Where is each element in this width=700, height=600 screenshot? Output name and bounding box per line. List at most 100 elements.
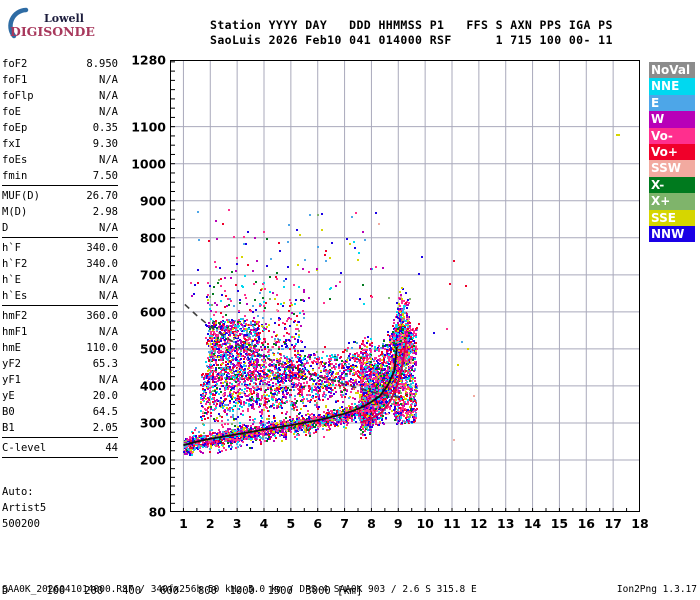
legend-item-ssw[interactable]: SSW: [649, 160, 695, 177]
param-key: hmF1: [2, 326, 28, 338]
muf-distance-table: D 100 200 400 600 800 1000 1500 3000 [km…: [2, 556, 700, 600]
autoscaling-info: Auto: Artist5 500200: [2, 484, 46, 532]
legend-item-e[interactable]: E: [649, 94, 695, 112]
header-line-2: SaoLuis 2026 Feb10 041 014000 RSF 1 715 …: [210, 33, 613, 47]
param-group-divider: [2, 185, 118, 186]
legend-item-vo-[interactable]: Vo+: [649, 143, 695, 161]
ionogram-plot-area[interactable]: [170, 60, 640, 512]
param-value: N/A: [99, 90, 118, 102]
param-row-ye: yE 20.0: [2, 388, 118, 404]
auto-artist: Artist5: [2, 502, 47, 514]
param-value: 44: [105, 442, 118, 454]
param-value: N/A: [99, 106, 118, 118]
param-key: B1: [2, 422, 15, 434]
legend-item-w[interactable]: W: [649, 111, 695, 128]
param-key: foF1: [2, 74, 28, 86]
y-tick-600: 600: [139, 304, 166, 320]
param-value: N/A: [99, 274, 118, 286]
param-row-foe: foE N/A: [2, 104, 118, 120]
header-line-1: Station YYYY DAY DDD HHMMSS P1 FFS S AXN…: [210, 18, 613, 32]
legend-item-nne[interactable]: NNE: [649, 78, 695, 95]
y-tick-300: 300: [139, 415, 166, 431]
param-key: M(D): [2, 206, 28, 218]
param-row-fof1: foF1 N/A: [2, 72, 118, 88]
param-group-divider: [2, 305, 118, 306]
param-value: 26.70: [86, 190, 118, 202]
param-value: 110.0: [86, 342, 118, 354]
ordinary-trace-solid: [183, 346, 398, 447]
y-tick-800: 800: [139, 230, 166, 246]
logo-graphic: Lowell DIGISONDE: [8, 7, 95, 39]
param-key: h`F2: [2, 258, 28, 270]
auto-label: Auto:: [2, 486, 34, 498]
x-tick-15: 15: [550, 516, 569, 531]
param-row-hmf1: hmF1 N/A: [2, 324, 118, 340]
x-tick-7: 7: [340, 516, 349, 531]
param-value: 9.30: [92, 138, 118, 150]
param-row-fof2: foF2 8.950: [2, 56, 118, 72]
x-tick-11: 11: [443, 516, 461, 531]
param-row-foep: foEp 0.35: [2, 120, 118, 136]
plot-frame: [170, 60, 640, 512]
param-key: yE: [2, 390, 15, 402]
station-header: Station YYYY DAY DDD HHMMSS P1 FFS S AXN…: [210, 18, 613, 48]
param-row-d: D N/A: [2, 220, 118, 236]
x-tick-2: 2: [205, 516, 215, 531]
param-row-b0: B0 64.5: [2, 404, 118, 420]
param-value: 7.50: [92, 170, 118, 182]
x-tick-13: 13: [497, 516, 515, 531]
param-key: fxI: [2, 138, 21, 150]
param-row-yf2: yF2 65.3: [2, 356, 118, 372]
param-row-fmin: fmin 7.50: [2, 168, 118, 184]
x-tick-3: 3: [232, 516, 242, 531]
y-tick-500: 500: [139, 341, 166, 357]
x-tick-17: 17: [604, 516, 622, 531]
param-row-h-e: h`E N/A: [2, 272, 118, 288]
param-key: D: [2, 222, 9, 234]
param-key: MUF(D): [2, 190, 40, 202]
param-value: 8.950: [86, 58, 118, 70]
y-tick-1280: 1280: [131, 52, 166, 68]
param-value: 2.98: [92, 206, 118, 218]
y-tick-200: 200: [139, 452, 166, 468]
param-key: h`Es: [2, 290, 28, 302]
renderer-version: Ion2Png 1.3.17: [616, 584, 697, 595]
x-tick-5: 5: [286, 516, 296, 531]
param-row-h-f2: h`F2 340.0: [2, 256, 118, 272]
param-row-hme: hmE 110.0: [2, 340, 118, 356]
legend-item-x-[interactable]: X+: [649, 193, 695, 210]
x-tick-1: 1: [179, 516, 188, 531]
param-row-b1: B1 2.05: [2, 420, 118, 436]
param-key: foEs: [2, 154, 28, 166]
param-row-fxi: fxI 9.30: [2, 136, 118, 152]
ionogram-canvas[interactable]: [170, 60, 640, 512]
legend-item-vo-[interactable]: Vo-: [649, 127, 695, 144]
param-value: 0.35: [92, 122, 118, 134]
svg-text:Lowell: Lowell: [44, 12, 84, 25]
param-key: foFlp: [2, 90, 34, 102]
param-value: 20.0: [92, 390, 118, 402]
x-tick-8: 8: [367, 516, 376, 531]
source-file-line: SAA0K_2026041014000.RSF / 340fx256h 50 k…: [2, 584, 477, 595]
param-value: 65.3: [92, 358, 118, 370]
param-key: h`F: [2, 242, 21, 254]
param-group-divider: [2, 437, 118, 438]
param-value: N/A: [99, 374, 118, 386]
y-tick-400: 400: [139, 378, 166, 394]
param-row-hmf2: hmF2 360.0: [2, 308, 118, 324]
legend-item-noval[interactable]: NoVal: [649, 62, 695, 79]
y-tick-1000: 1000: [131, 156, 166, 172]
extraordinary-trace: [360, 341, 408, 424]
param-value: 2.05: [92, 422, 118, 434]
autoscaled-traces: [183, 303, 408, 447]
svg-text:DIGISONDE: DIGISONDE: [10, 24, 95, 39]
y-axis-tick-labels: 80 200 300 400 500 600 700 800 900 1000 1100 1280: [120, 52, 166, 524]
doppler-legend[interactable]: NoVal NNE E W Vo- Vo+ SSW X- X+ SSE NNW: [649, 62, 695, 243]
legend-item-nnw[interactable]: NNW: [649, 225, 695, 243]
param-value: 360.0: [86, 310, 118, 322]
legend-item-sse[interactable]: SSE: [649, 209, 695, 226]
legend-item-x-[interactable]: X-: [649, 176, 695, 194]
param-group-divider: [2, 457, 118, 458]
param-key: foEp: [2, 122, 28, 134]
auto-code: 500200: [2, 518, 40, 530]
